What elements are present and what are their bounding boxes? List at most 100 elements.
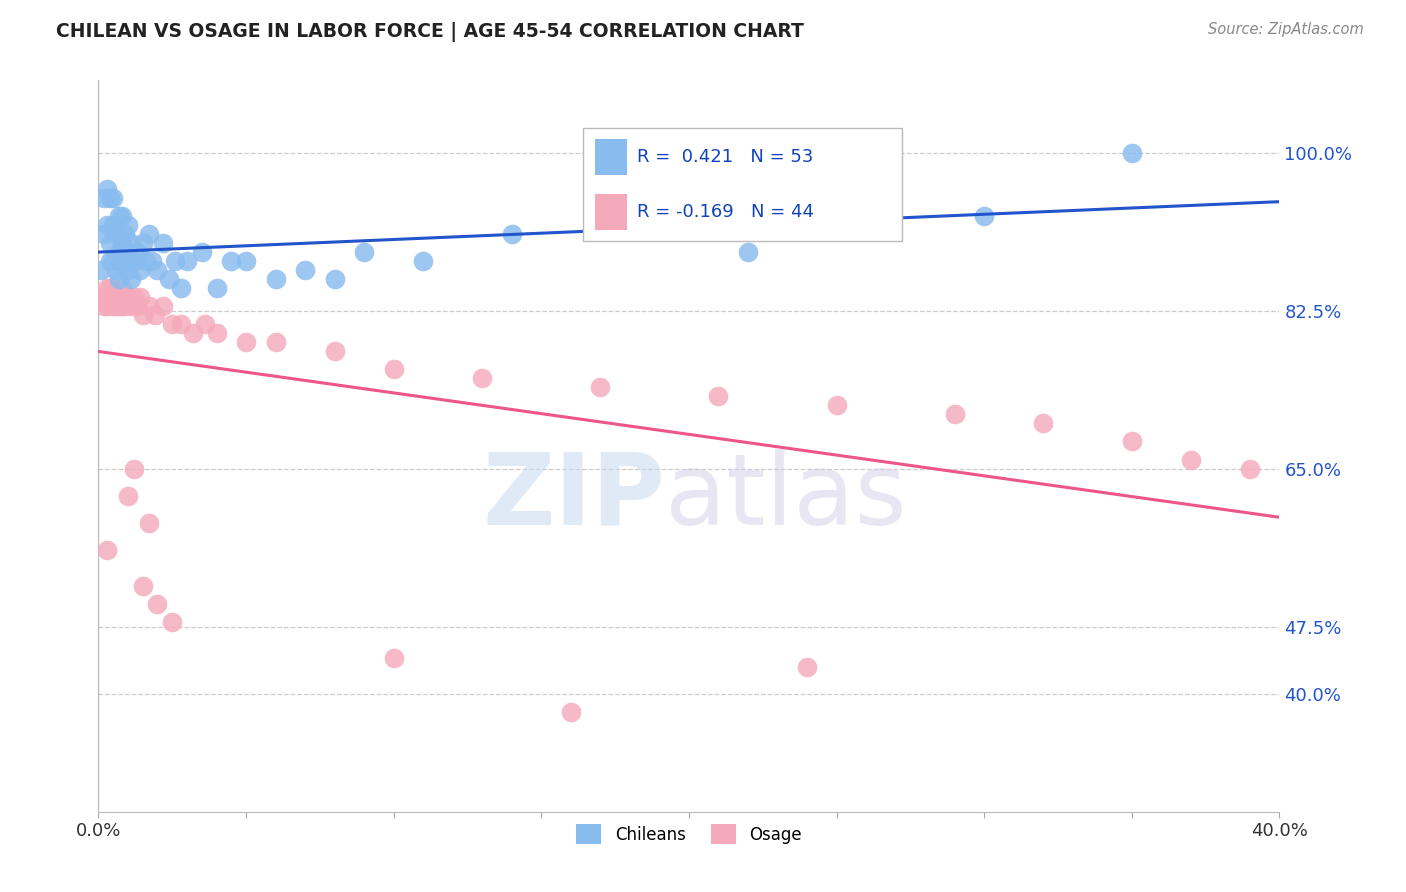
Point (98, 191, 121, 205)
Point (264, 335, 287, 350)
Legend: Chileans, Osage: Chileans, Osage (569, 817, 808, 851)
Point (1239, 461, 1261, 475)
Point (105, 290, 128, 304)
Point (122, 290, 145, 304)
Point (114, 253, 136, 268)
Point (382, 651, 405, 665)
Point (796, 660, 818, 674)
Point (103, 290, 125, 304)
Point (146, 597, 169, 611)
Point (138, 299, 160, 313)
Point (96, 542, 118, 557)
Point (132, 579, 155, 593)
Point (98, 290, 121, 304)
Point (162, 615, 183, 629)
Point (170, 317, 193, 331)
Point (111, 281, 134, 295)
Point (117, 489, 139, 503)
Point (103, 299, 125, 313)
Point (105, 227, 128, 241)
Point (589, 209, 612, 223)
Point (707, 389, 730, 403)
Point (120, 272, 142, 286)
Point (128, 263, 150, 277)
Point (111, 253, 134, 268)
Point (412, 253, 434, 268)
Point (111, 299, 134, 313)
Point (108, 209, 131, 223)
Text: Source: ZipAtlas.com: Source: ZipAtlas.com (1208, 22, 1364, 37)
Point (132, 308, 155, 322)
Point (235, 253, 257, 268)
Point (170, 281, 193, 295)
Point (353, 244, 375, 259)
Point (152, 235, 174, 250)
Point (205, 281, 228, 295)
Point (825, 398, 848, 412)
Point (98, 253, 121, 268)
Point (120, 235, 142, 250)
Point (117, 290, 139, 304)
Point (162, 317, 183, 331)
Point (146, 263, 169, 277)
Point (90, 263, 112, 277)
Point (132, 235, 155, 250)
Point (96, 181, 118, 195)
Text: atlas: atlas (665, 449, 907, 546)
Point (323, 344, 346, 359)
Point (264, 272, 287, 286)
Point (143, 308, 166, 322)
Point (93, 290, 115, 304)
Point (138, 227, 160, 241)
Point (117, 263, 139, 277)
Text: ZIP: ZIP (482, 449, 665, 546)
Point (125, 299, 148, 313)
Point (152, 299, 174, 313)
Point (973, 209, 995, 223)
Point (501, 227, 523, 241)
Point (943, 408, 966, 422)
Point (221, 253, 243, 268)
Point (120, 299, 142, 313)
Point (589, 380, 612, 394)
Point (103, 218, 125, 232)
Point (105, 263, 128, 277)
Point (191, 244, 214, 259)
Point (93, 299, 115, 313)
Point (471, 371, 494, 385)
Point (117, 290, 139, 304)
Point (96, 218, 118, 232)
Point (323, 272, 346, 286)
Point (96, 299, 118, 313)
Point (176, 253, 198, 268)
Text: CHILEAN VS OSAGE IN LABOR FORCE | AGE 45-54 CORRELATION CHART: CHILEAN VS OSAGE IN LABOR FORCE | AGE 45… (56, 22, 804, 42)
Point (235, 335, 257, 350)
Point (157, 272, 180, 286)
Point (138, 516, 160, 530)
Point (96, 281, 118, 295)
Point (90, 290, 112, 304)
Point (108, 290, 131, 304)
Point (1121, 434, 1143, 449)
Point (105, 299, 128, 313)
Point (181, 326, 204, 340)
Point (141, 253, 163, 268)
Point (114, 227, 136, 241)
Point (117, 218, 139, 232)
Point (165, 253, 187, 268)
Point (108, 272, 131, 286)
Point (108, 244, 131, 259)
Point (294, 263, 316, 277)
Point (122, 461, 145, 475)
Point (103, 191, 125, 205)
Point (108, 299, 131, 313)
Point (1032, 417, 1054, 431)
Point (125, 244, 148, 259)
Point (382, 362, 405, 376)
Point (103, 253, 125, 268)
Point (1121, 145, 1143, 160)
Point (111, 209, 134, 223)
Point (205, 326, 228, 340)
Point (1180, 452, 1202, 467)
Point (128, 290, 150, 304)
